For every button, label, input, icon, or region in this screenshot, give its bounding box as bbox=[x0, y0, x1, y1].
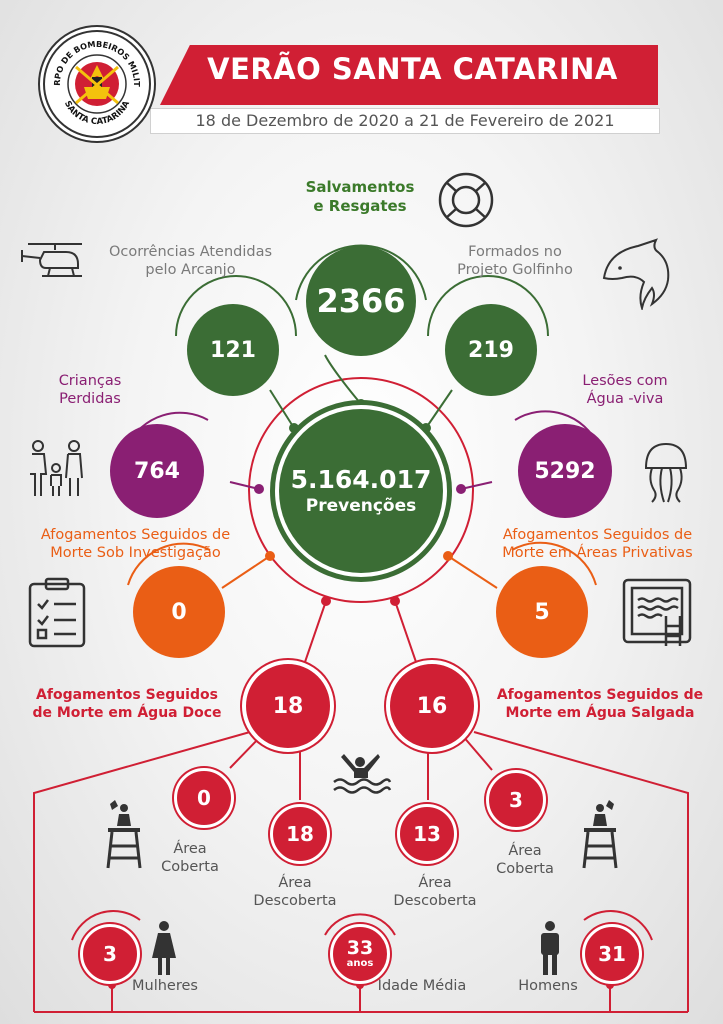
privativas-value: 5 bbox=[496, 566, 588, 658]
investigacao-value: 0 bbox=[133, 566, 225, 658]
mulheres-label: Mulheres bbox=[132, 978, 198, 994]
golfinho-value: 219 bbox=[445, 304, 537, 396]
drowning-icon bbox=[333, 754, 392, 794]
lifeguard-tower-icon bbox=[106, 800, 142, 869]
header-banner bbox=[160, 45, 658, 105]
idade-label: Idade Média bbox=[377, 978, 467, 994]
helicopter-icon bbox=[21, 243, 82, 277]
doce-descoberta-label: Área Descoberta bbox=[253, 875, 337, 909]
page-title: VERÃO SANTA CATARINA bbox=[207, 52, 618, 86]
privativas-label: Afogamentos Seguidos de Morte em Áreas P… bbox=[502, 527, 693, 561]
logo: CORPO DE BOMBEIROS MILITAR SANTA CATARIN… bbox=[38, 25, 156, 143]
agua-viva-value: 5292 bbox=[518, 424, 612, 518]
golfinho-label: Formados no Projeto Golfinho bbox=[457, 244, 573, 278]
idade-value-bubble: 33 anos bbox=[330, 924, 390, 984]
salvamentos-value: 2366 bbox=[306, 246, 416, 356]
arcanjo-value: 121 bbox=[187, 304, 279, 396]
logo-text-bottom: SANTA CATARINA bbox=[62, 99, 132, 127]
salgada-coberta-value: 3 bbox=[486, 770, 546, 830]
jellyfish-icon bbox=[644, 442, 688, 503]
logo-emblem bbox=[43, 30, 151, 138]
center-bubble: 5.164.017 Prevenções bbox=[279, 409, 443, 573]
doce-coberta-value: 0 bbox=[174, 768, 234, 828]
checklist-icon bbox=[28, 577, 86, 648]
agua-doce-label: Afogamentos Seguidos de Morte em Água Do… bbox=[32, 687, 222, 721]
idade-unit: anos bbox=[346, 958, 374, 969]
date-range: 18 de Dezembro de 2020 a 21 de Fevereiro… bbox=[150, 108, 660, 134]
agua-salgada-value: 16 bbox=[386, 660, 478, 752]
arcanjo-label: Ocorrências Atendidas pelo Arcanjo bbox=[108, 244, 273, 278]
investigacao-label: Afogamentos Seguidos de Morte Sob Invest… bbox=[40, 527, 231, 561]
homens-value: 31 bbox=[582, 924, 642, 984]
center-value: 5.164.017 bbox=[290, 465, 432, 494]
lifebuoy-icon bbox=[438, 172, 494, 228]
family-icon bbox=[30, 440, 83, 496]
agua-viva-label: Lesões com Água -viva bbox=[582, 373, 668, 407]
salgada-descoberta-value: 13 bbox=[397, 804, 457, 864]
salvamentos-label: Salvamentos e Resgates bbox=[305, 178, 415, 215]
man-icon bbox=[541, 921, 559, 975]
svg-text:CORPO DE BOMBEIROS MILITAR: CORPO DE BOMBEIROS MILITAR bbox=[40, 27, 142, 87]
agua-salgada-label: Afogamentos Seguidos de Morte em Água Sa… bbox=[496, 687, 704, 721]
agua-doce-value: 18 bbox=[242, 660, 334, 752]
salgada-descoberta-label: Área Descoberta bbox=[393, 875, 477, 909]
pool-icon bbox=[622, 578, 692, 646]
mulheres-value: 3 bbox=[80, 924, 140, 984]
criancas-value: 764 bbox=[110, 424, 204, 518]
woman-icon bbox=[152, 921, 176, 975]
criancas-label: Crianças Perdidas bbox=[58, 373, 122, 407]
svg-text:SANTA CATARINA: SANTA CATARINA bbox=[62, 99, 132, 127]
center-label: Prevenções bbox=[305, 496, 417, 516]
salgada-coberta-label: Área Coberta bbox=[496, 843, 554, 877]
lifeguard-tower-icon bbox=[582, 800, 618, 869]
homens-label: Homens bbox=[518, 978, 578, 994]
idade-value: 33 bbox=[346, 937, 374, 959]
logo-text-top: CORPO DE BOMBEIROS MILITAR bbox=[40, 27, 142, 87]
dolphin-icon bbox=[602, 238, 670, 310]
doce-coberta-label: Área Coberta bbox=[161, 841, 219, 875]
doce-descoberta-value: 18 bbox=[270, 804, 330, 864]
